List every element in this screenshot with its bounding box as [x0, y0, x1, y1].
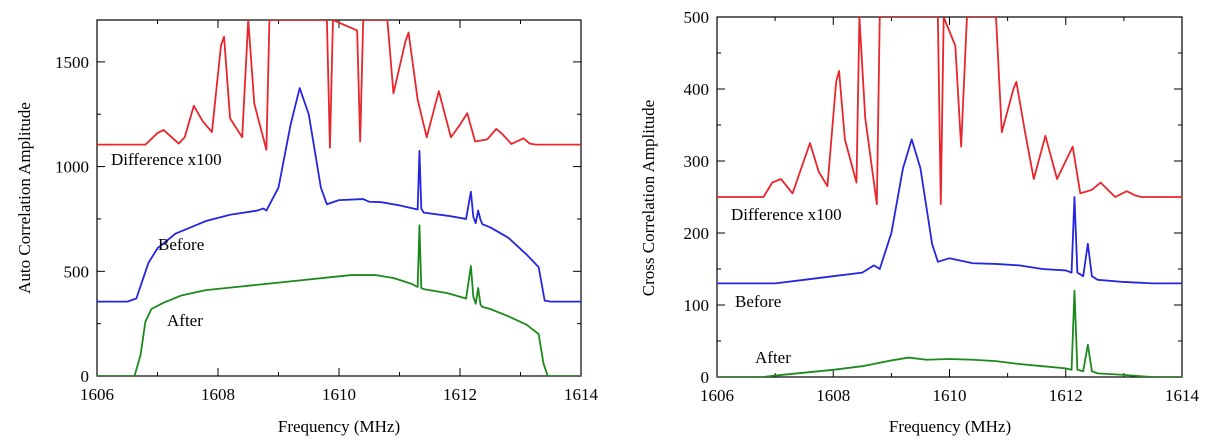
x-tick-labels: 1606 1608 1610 1612 1614: [700, 386, 1200, 405]
annotation-before: Before: [158, 235, 204, 254]
x-tick-label: 1614: [1165, 386, 1200, 405]
x-tick-label: 1612: [1049, 386, 1083, 405]
y-tick-label: 100: [684, 296, 710, 315]
x-axis-title: Frequency (MHz): [278, 417, 400, 436]
x-tick-label: 1610: [322, 385, 356, 404]
annotation-difference: Difference x100: [111, 150, 222, 169]
y-tick-label: 500: [684, 8, 710, 27]
x-tick-label: 1610: [933, 386, 967, 405]
y-tick-label: 1500: [55, 53, 89, 72]
before-series-line: [97, 88, 581, 302]
series-group: [717, 17, 1182, 377]
y-axis-title: Cross Correlation Amplitude: [639, 100, 658, 296]
y-tick-label: 200: [684, 224, 710, 243]
x-tick-label: 1606: [80, 385, 114, 404]
y-axis-title: Auto Correlation Amplitude: [15, 102, 34, 294]
y-tick-label: 1000: [55, 158, 89, 177]
difference-series-line: [97, 20, 581, 150]
annotation-before: Before: [735, 292, 781, 311]
x-tick-label: 1614: [564, 385, 599, 404]
difference-series-line: [717, 17, 1182, 204]
x-tick-label: 1608: [201, 385, 235, 404]
x-axis-title: Frequency (MHz): [889, 417, 1011, 436]
y-tick-labels: 0 100 200 300 400 500: [684, 8, 710, 387]
y-tick-label: 0: [81, 367, 90, 386]
y-tick-label: 300: [684, 152, 710, 171]
axis-ticks: [717, 17, 1182, 377]
y-tick-label: 500: [64, 262, 90, 281]
annotation-difference: Difference x100: [731, 205, 842, 224]
x-tick-label: 1612: [443, 385, 477, 404]
auto-correlation-chart: 1606 1608 1610 1612 1614 0 500 1000 1500 Freque…: [15, 20, 599, 436]
y-tick-label: 400: [684, 80, 710, 99]
y-tick-label: 0: [701, 368, 710, 387]
plot-frame: [717, 17, 1182, 377]
annotation-after: After: [755, 348, 791, 367]
x-tick-label: 1606: [700, 386, 734, 405]
x-tick-labels: 1606 1608 1610 1612 1614: [80, 385, 599, 404]
y-tick-labels: 0 500 1000 1500: [55, 53, 89, 386]
cross-correlation-chart: 1606 1608 1610 1612 1614 0 100 200 300 400 500 Fr…: [639, 8, 1200, 436]
annotation-after: After: [167, 311, 203, 330]
x-tick-label: 1608: [816, 386, 850, 405]
